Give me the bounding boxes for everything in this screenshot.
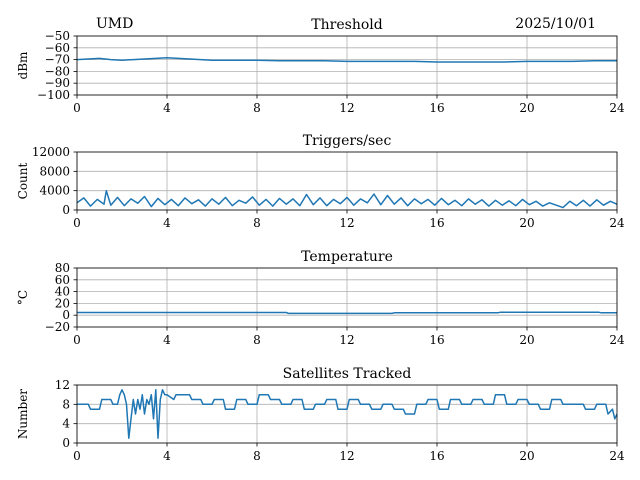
temperature-y-tick-label: 0	[62, 308, 70, 322]
threshold-y-axis-label: dBm	[16, 51, 30, 80]
threshold-series-line	[77, 57, 617, 63]
triggers-panel: 0 4 8 12 16 20 24 0 4000 8000 12000 Triggers/sec Cou…	[16, 133, 625, 230]
date-label: 2025/10/01	[515, 16, 596, 32]
temperature-x-tick-label: 16	[429, 333, 444, 347]
satellites-x-tick-label: 20	[519, 449, 534, 463]
satellites-series-line	[77, 389, 617, 439]
temperature-x-tick-label: 8	[253, 333, 261, 347]
threshold-x-tick-label: 16	[429, 101, 444, 115]
satellites-y-tick-label: 0	[62, 436, 70, 450]
threshold-x-tick-label: 4	[163, 101, 171, 115]
satellites-y-tick-label: 8	[62, 397, 70, 411]
triggers-x-tick-label: 4	[163, 216, 171, 230]
triggers-title: Triggers/sec	[303, 133, 392, 149]
threshold-y-tick-label: −100	[37, 88, 70, 102]
temperature-x-tick-label: 20	[519, 333, 534, 347]
threshold-x-tick-label: 12	[339, 101, 354, 115]
satellites-x-tick-label: 0	[73, 449, 81, 463]
triggers-x-tick-label: 8	[253, 216, 261, 230]
triggers-y-axis-label: Count	[16, 162, 30, 199]
threshold-x-tick-label: 24	[609, 101, 625, 115]
threshold-title: Threshold	[311, 17, 382, 33]
threshold-panel: 0 4 8 12 16 20 24 −100−90−80−70−60−50 Threshold d…	[16, 17, 625, 115]
threshold-y-tick-label: −60	[45, 41, 70, 55]
temperature-y-tick-label: 60	[55, 273, 70, 287]
threshold-y-tick-label: −80	[45, 64, 70, 78]
satellites-x-tick-label: 16	[429, 449, 444, 463]
triggers-x-tick-label: 12	[339, 216, 354, 230]
temperature-x-tick-label: 24	[609, 333, 625, 347]
triggers-x-tick-label: 20	[519, 216, 534, 230]
triggers-x-tick-label: 0	[73, 216, 81, 230]
threshold-y-tick-label: −70	[45, 53, 70, 67]
threshold-x-tick-label: 0	[73, 101, 81, 115]
satellites-y-axis-label: Number	[16, 389, 30, 439]
temperature-title: Temperature	[301, 249, 393, 265]
satellites-x-tick-label: 12	[339, 449, 354, 463]
threshold-x-tick-label: 8	[253, 101, 261, 115]
satellites-x-tick-label: 8	[253, 449, 261, 463]
satellites-panel: 0 4 8 12 16 20 24 0 4 8 12 Satellites Tracked Number	[16, 366, 625, 463]
triggers-x-tick-label: 16	[429, 216, 444, 230]
triggers-y-tick-label: 8000	[39, 164, 70, 178]
triggers-y-tick-label: 0	[62, 203, 70, 217]
satellites-y-tick-label: 12	[55, 378, 70, 392]
temperature-y-axis-label: °C	[16, 290, 30, 305]
temperature-y-tick-label: 20	[55, 296, 70, 310]
threshold-y-tick-label: −50	[45, 29, 70, 43]
station-label: UMD	[96, 16, 133, 32]
satellites-x-tick-label: 4	[163, 449, 171, 463]
triggers-series-line	[77, 189, 617, 209]
satellites-title: Satellites Tracked	[283, 366, 412, 382]
threshold-y-tick-label: −90	[45, 76, 70, 90]
temperature-y-tick-label: 80	[55, 261, 70, 275]
temperature-y-tick-label: 40	[55, 285, 70, 299]
threshold-x-tick-label: 20	[519, 101, 534, 115]
temperature-x-tick-label: 4	[163, 333, 171, 347]
temperature-y-tick-label: −20	[45, 320, 70, 334]
satellites-x-tick-label: 24	[609, 449, 625, 463]
triggers-y-tick-label: 4000	[39, 184, 70, 198]
temperature-x-tick-label: 0	[73, 333, 81, 347]
temperature-series-line	[77, 311, 617, 315]
temperature-x-tick-label: 12	[339, 333, 354, 347]
triggers-x-tick-label: 24	[609, 216, 625, 230]
triggers-y-tick-label: 12000	[32, 145, 70, 159]
satellites-y-tick-label: 4	[62, 417, 70, 431]
